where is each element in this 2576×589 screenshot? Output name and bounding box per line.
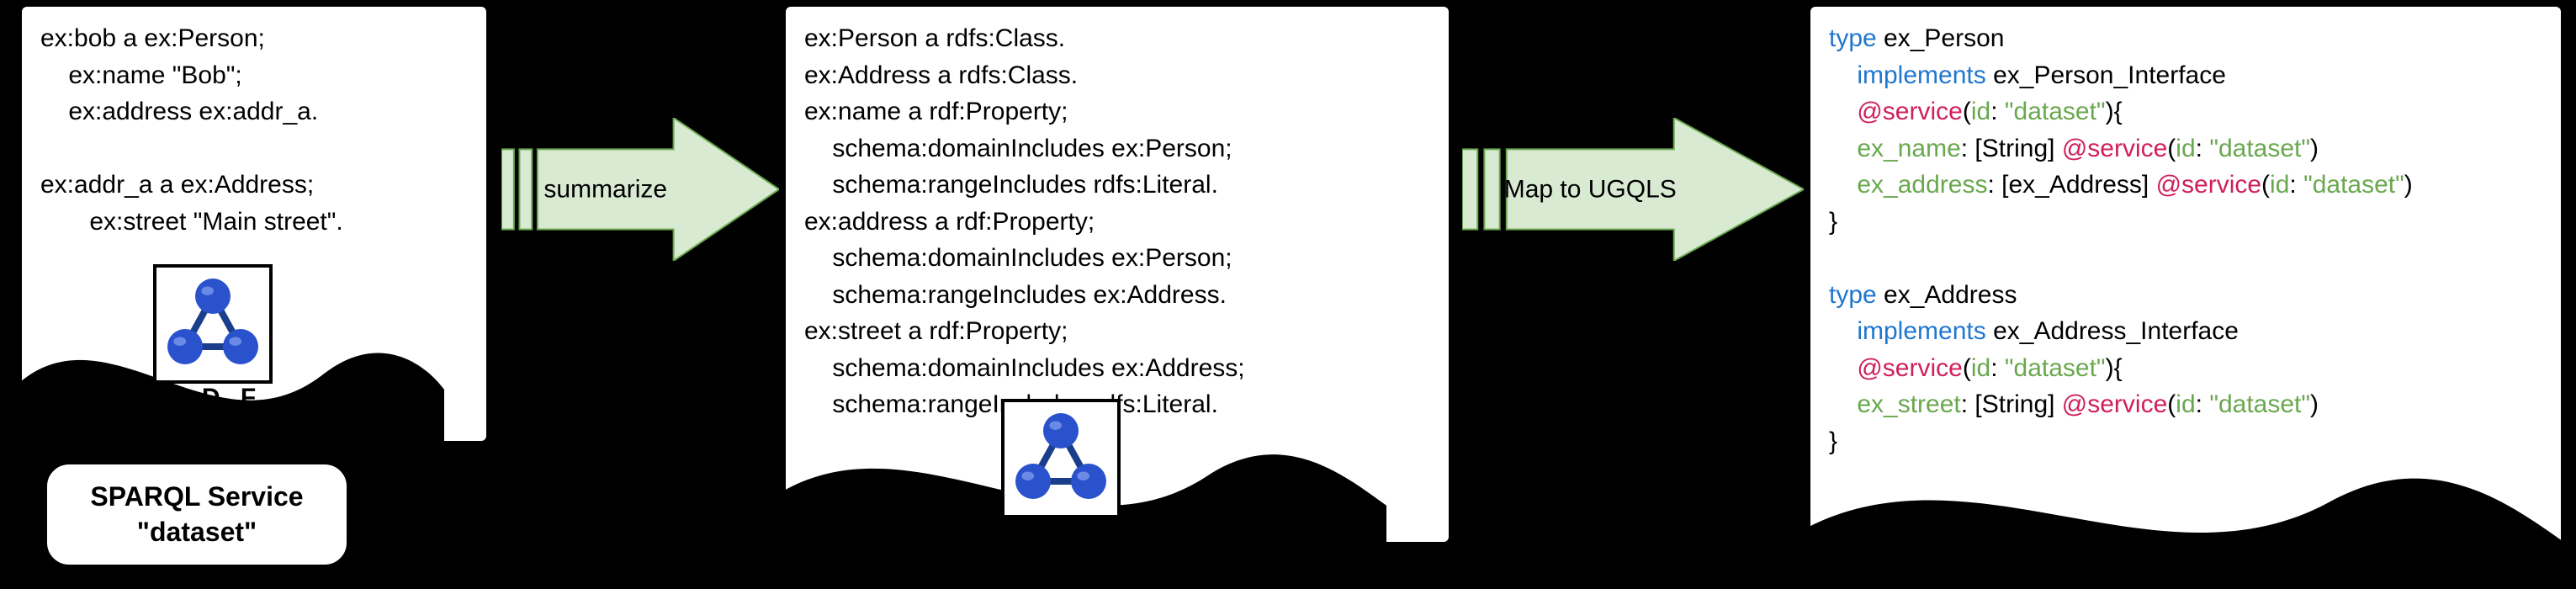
code-right: type ex_Person implements ex_Person_Inte… xyxy=(1810,7,2561,473)
svg-text:Map to UGQLS: Map to UGQLS xyxy=(1504,176,1677,204)
svg-text:R D F: R D F xyxy=(1011,518,1110,546)
code-middle: ex:Person a rdfs:Class. ex:Address a rdf… xyxy=(786,7,1449,437)
rdf-logo-middle: R D F xyxy=(998,395,1124,551)
code-left: ex:bob a ex:Person; ex:name "Bob"; ex:ad… xyxy=(22,7,486,253)
svg-text:summarize: summarize xyxy=(543,176,667,204)
arrow-map-to-ugqls: Map to UGQLS xyxy=(1462,118,1804,261)
service-label: SPARQL Service"dataset" xyxy=(90,481,303,547)
sparql-service-box: SPARQL Service"dataset" xyxy=(45,463,348,566)
rdf-logo-left: R D F xyxy=(150,261,276,417)
arrow-summarize: summarize xyxy=(501,118,779,261)
svg-text:R D F: R D F xyxy=(163,384,262,411)
panel-right: type ex_Person implements ex_Person_Inte… xyxy=(1809,5,2563,577)
